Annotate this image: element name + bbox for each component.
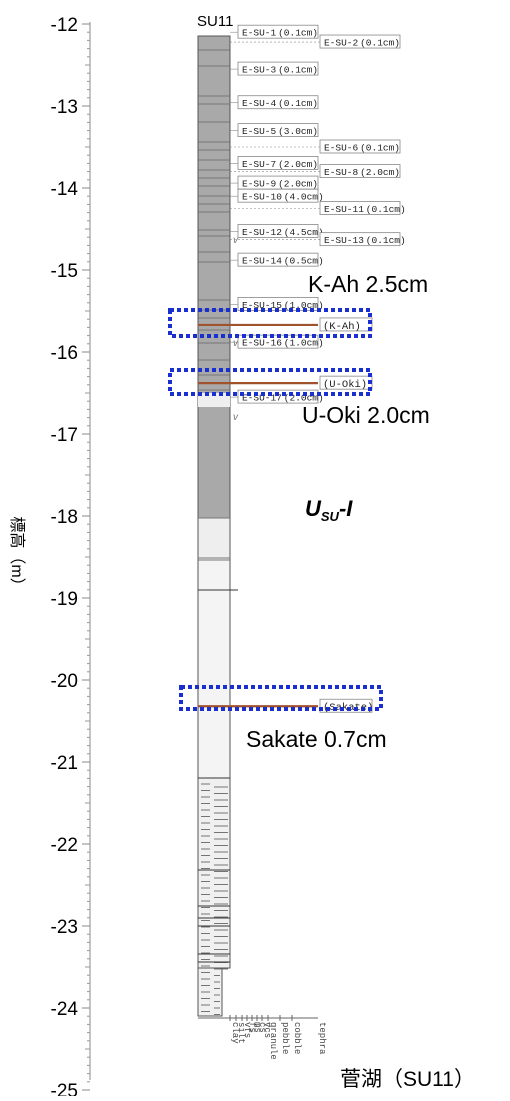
y-tick-label: -13 [51, 97, 78, 118]
grain-size-label: silt [236, 1022, 246, 1044]
site-caption: 菅湖（SU11） [340, 1068, 475, 1091]
y-axis-ticks: -12 -13 -14 -15 -16 -17 -18 -19 -20 -21 -22 -23 -24 -… [51, 15, 90, 1101]
sample-label: E-SU-10 (4.0cm) [242, 192, 324, 203]
grain-size-label: vcs [262, 1022, 272, 1038]
tephra-column-label: tephra [317, 1022, 327, 1055]
sample-box [237, 61, 319, 76]
column-laminae [198, 49, 230, 1015]
y-tick-label: -12 [51, 15, 78, 36]
sample-label: E-SU-9 (2.0cm) [242, 179, 318, 190]
grain-size-label: fs [247, 1022, 257, 1033]
y-tick-label: -16 [51, 343, 78, 364]
grain-size-label: cobble [292, 1022, 302, 1054]
y-tick-label: -20 [51, 671, 78, 692]
y-tick-label: -14 [51, 179, 79, 200]
sample-box [237, 24, 319, 39]
grain-size-label: ms [252, 1022, 262, 1033]
v-marks: v v v [233, 235, 239, 423]
v-mark: v [233, 338, 239, 349]
sample-box [237, 252, 319, 267]
tephra-callout: Sakate 0.7cm [246, 726, 387, 752]
y-tick-label: -15 [51, 261, 78, 282]
sample-label: E-SU-5 (3.0cm) [242, 126, 318, 137]
y-tick-label: -25 [51, 1081, 78, 1096]
sample-label: E-SU-7 (2.0cm) [242, 159, 318, 170]
stratigraphic-column: v v v [197, 35, 239, 1017]
tephra-highlights [168, 308, 383, 711]
tephra-highlight-box [168, 368, 372, 396]
sample-label: E-SU-14 (0.5cm) [242, 256, 324, 267]
sample-box [319, 164, 401, 179]
unit-upper-light [198, 518, 230, 560]
sample-label: E-SU-11 (0.1cm) [324, 204, 406, 215]
sample-label: E-SU-4 (0.1cm) [242, 98, 318, 109]
grain-size-label: clay [230, 1022, 240, 1044]
v-mark: v [233, 412, 239, 423]
tephra-callouts: K-Ah 2.5cm U-Oki 2.0cm Sakate 0.7cm [246, 271, 430, 752]
sample-box [319, 201, 401, 215]
y-tick-label: -21 [51, 753, 78, 774]
sample-box [237, 123, 319, 137]
sample-label: E-SU-3 (0.1cm) [242, 65, 318, 76]
tephra-highlight-box [179, 685, 383, 711]
unit-upper-dark [198, 36, 230, 518]
unit-middle [198, 560, 230, 778]
tephra-label: (K-Ah) [323, 321, 361, 333]
light-band [198, 393, 230, 407]
sample-box [319, 232, 401, 247]
y-tick-label: -22 [51, 835, 78, 856]
sample-label: E-SU-6 (0.1cm) [324, 143, 400, 154]
sample-label: E-SU-15 (1.0cm) [242, 300, 324, 311]
unit-label-main: U [305, 496, 322, 521]
y-tick-label: -17 [51, 425, 78, 446]
y-tick-label: -19 [51, 589, 78, 610]
tephra-label: (U-Oki) [323, 379, 367, 391]
sample-label: E-SU-13 (0.1cm) [324, 235, 406, 246]
unit-label-sub: SU [321, 509, 340, 524]
sample-box [237, 224, 319, 238]
y-tick-label: -24 [51, 999, 79, 1020]
sample-box [319, 139, 401, 154]
sample-box [319, 34, 401, 49]
grain-size-label: pebble [280, 1022, 290, 1054]
sample-label: E-SU-16 (1.0cm) [242, 338, 324, 349]
tephra-callout: U-Oki 2.0cm [302, 402, 430, 428]
y-axis-title: 標高（m） [8, 516, 26, 593]
sample-label: E-SU-17 (2.0cm) [242, 393, 324, 404]
unit-label-suffix: -I [339, 496, 353, 521]
sample-box [237, 155, 319, 170]
grain-size-label: vfs [242, 1022, 252, 1038]
column-base-outline [197, 967, 223, 1017]
tephra-callout: K-Ah 2.5cm [308, 271, 428, 297]
sample-label: E-SU-12 (4.5cm) [242, 227, 324, 238]
grain-size-label: granule [268, 1022, 278, 1060]
y-tick-label: -18 [51, 507, 78, 528]
sample-label: E-SU-8 (2.0cm) [324, 167, 400, 178]
sample-labels: E-SU-1 (0.1cm) E-SU-2 (0.1cm) E-SU-3 (0.1c… [230, 24, 406, 404]
sample-box [237, 95, 319, 110]
tephra-highlight-box [168, 308, 372, 338]
v-mark: v [233, 235, 239, 246]
sample-label: E-SU-2 (0.1cm) [324, 38, 400, 49]
unit-label: USU-I [305, 496, 353, 524]
tephra-label-box [319, 317, 373, 332]
sample-box [237, 188, 319, 203]
column-title: SU11 [197, 13, 233, 30]
y-tick-label: -23 [51, 917, 78, 938]
y-axis: -12 -13 -14 -15 -16 -17 -18 -19 -20 -21 -22 -23 -24 -… [8, 15, 91, 1101]
sample-label: E-SU-1 (0.1cm) [242, 28, 318, 39]
grain-size-label: cs [257, 1022, 267, 1033]
